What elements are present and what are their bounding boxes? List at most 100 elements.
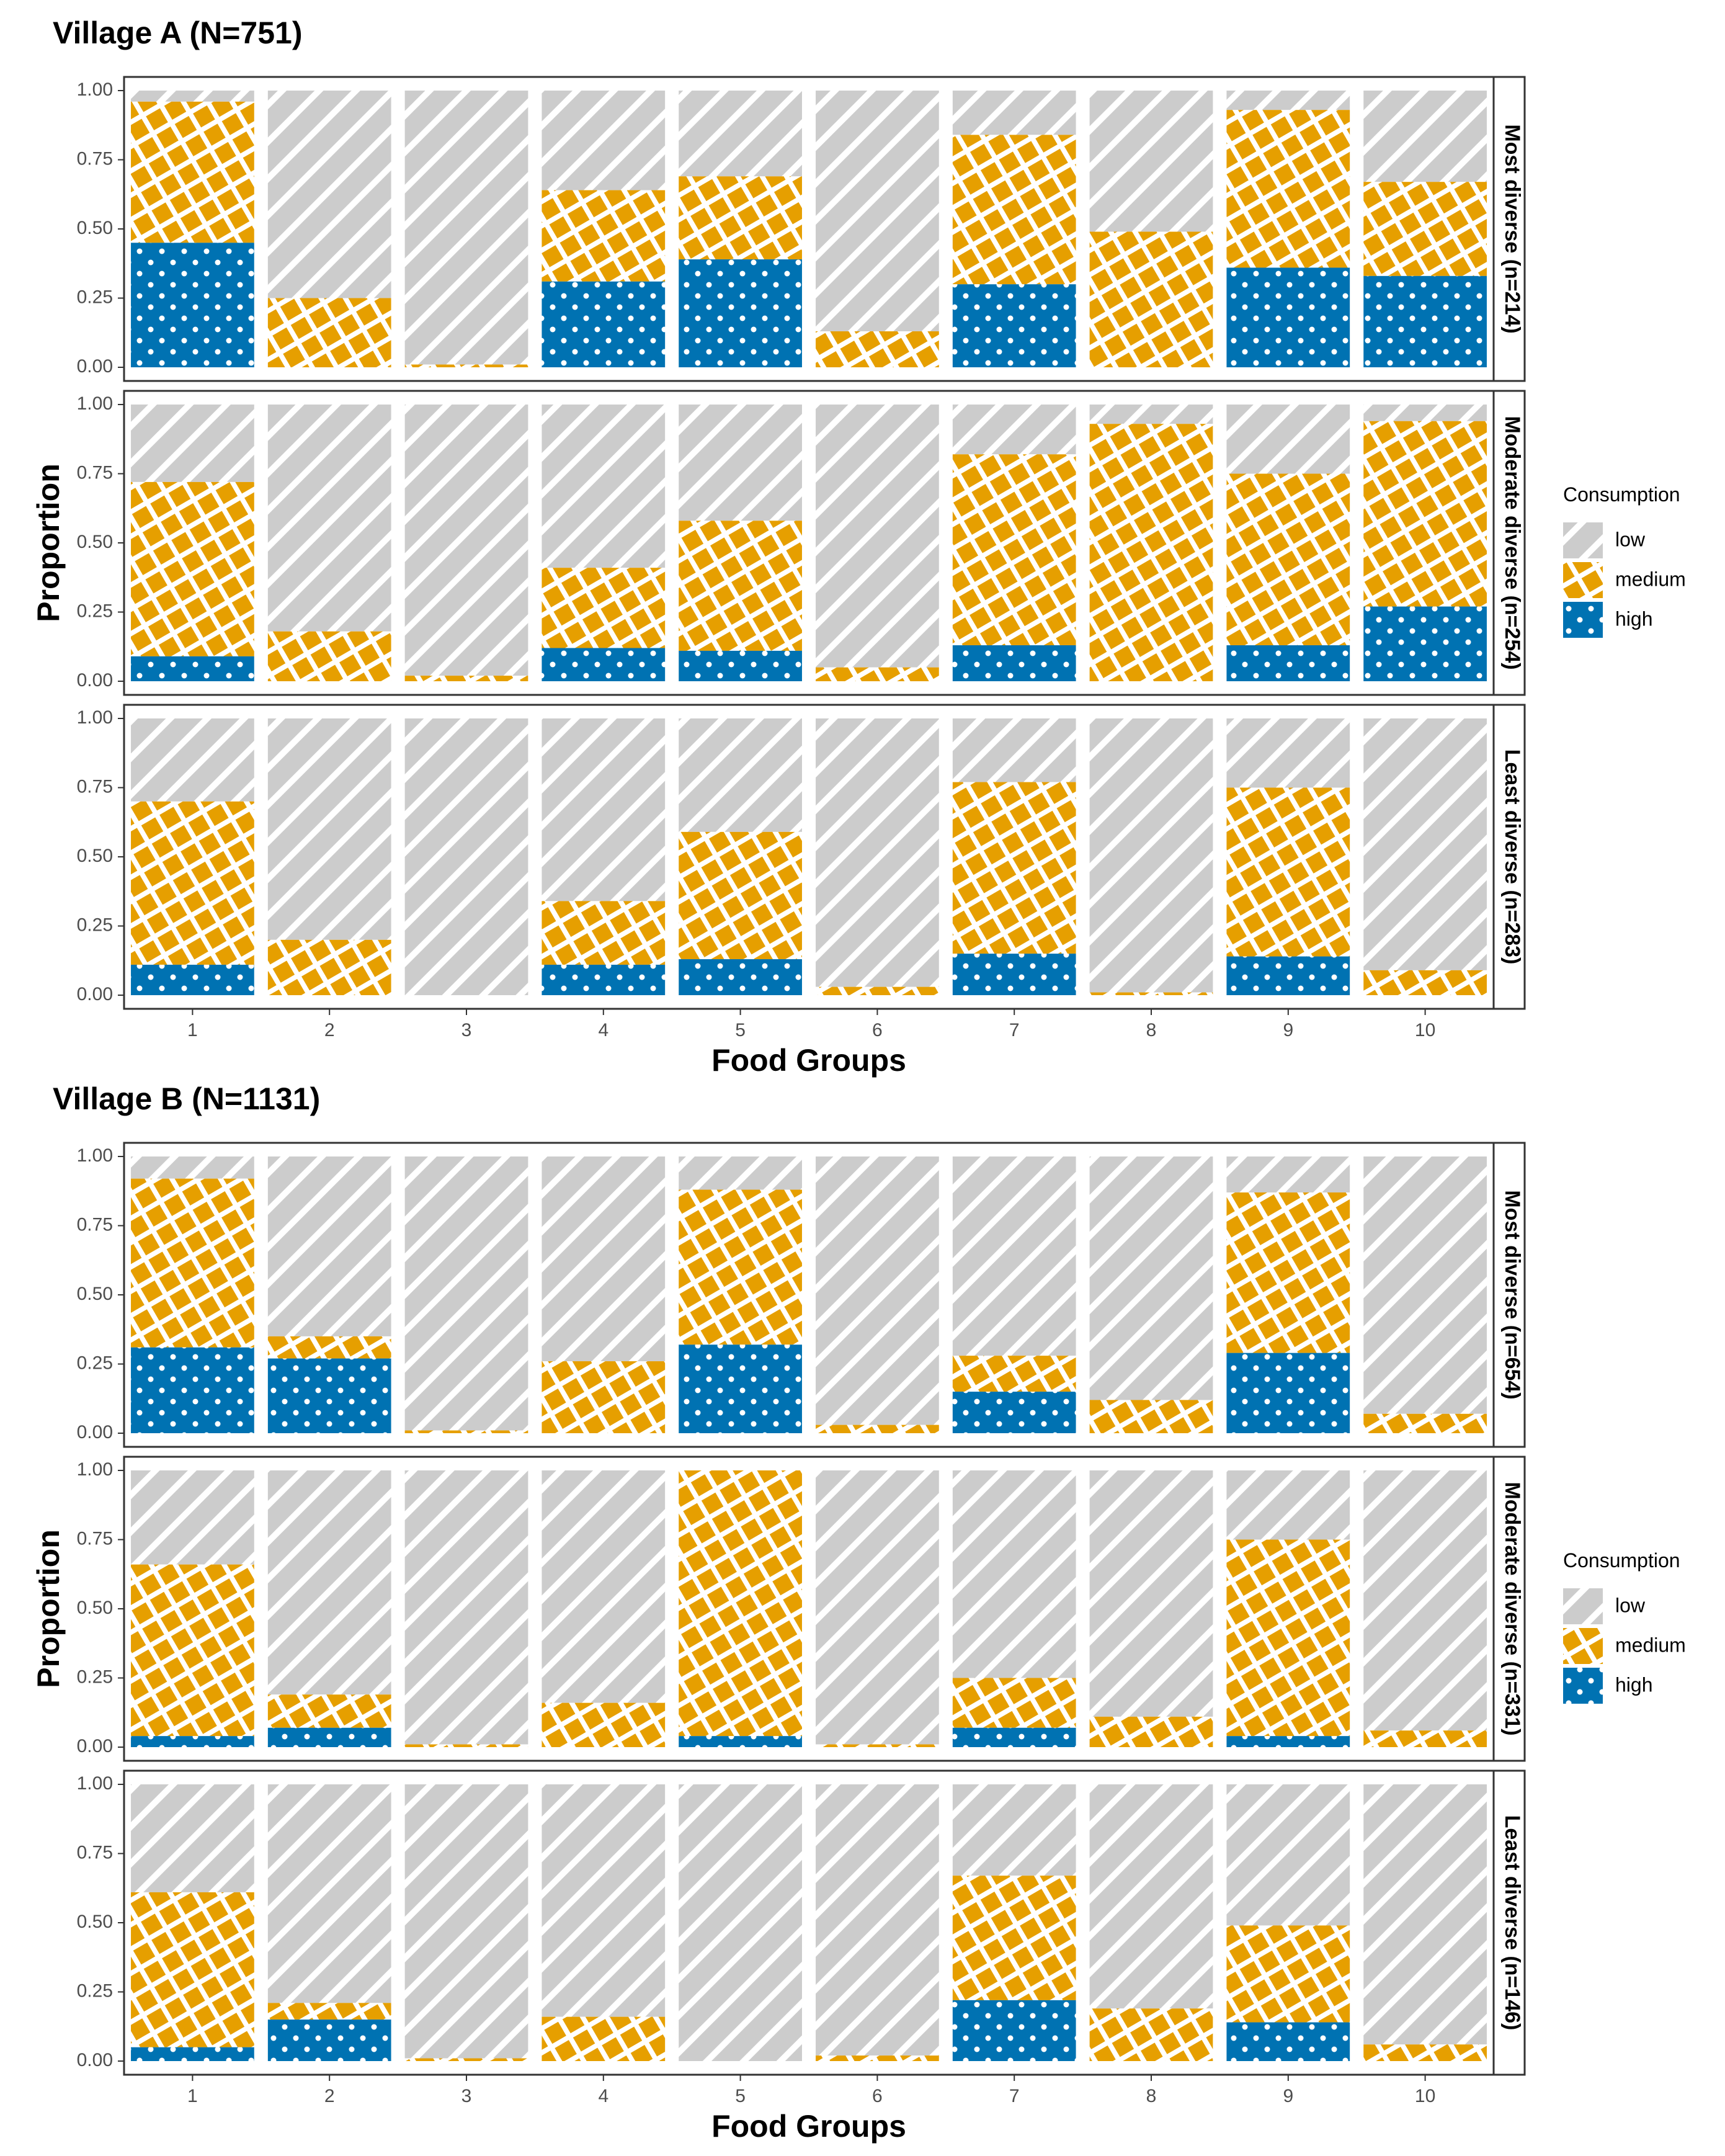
strip-box [1492, 1142, 1526, 1448]
bar-low-9 [1226, 91, 1350, 110]
bar-low-2 [267, 1784, 391, 2003]
bar-high-7 [952, 1727, 1076, 1747]
x-tick-label: 4 [598, 1020, 608, 1040]
bar-high-1 [131, 656, 254, 681]
y-tick-label: 0.50 [77, 218, 113, 238]
bar-medium-8 [1089, 992, 1213, 995]
x-tick-label: 9 [1283, 2086, 1293, 2106]
bar-medium-5 [679, 1189, 802, 1345]
bar-high-5 [679, 959, 802, 995]
y-tick-label: 0.00 [77, 984, 113, 1004]
strip-label: Moderate diverse (n=331) [1500, 1482, 1524, 1735]
bar-high-10 [1363, 606, 1487, 681]
bar-medium-2 [267, 1336, 391, 1359]
facet-panel-2: Moderate diverse (n=331) 0.00 0.25 0.50 0.75… [77, 1456, 1526, 1762]
bar-medium-9 [1226, 787, 1350, 957]
bar-low-8 [1089, 718, 1213, 993]
bar-low-6 [816, 1470, 939, 1745]
bar-low-6 [816, 718, 939, 987]
y-tick-label: 0.75 [77, 148, 113, 169]
bar-high-9 [1226, 1353, 1350, 1433]
bar-medium-7 [952, 454, 1076, 646]
bar-medium-2 [267, 2003, 391, 2020]
x-tick-label: 2 [324, 2086, 335, 2106]
bar-high-4 [542, 281, 666, 367]
chart-block-2: Village B (N=1131) Most diverse (n=654) 0.… [31, 1081, 1686, 2144]
y-tick-label: 1.00 [77, 1459, 113, 1480]
bar-medium-10 [1363, 1730, 1487, 1747]
bar-low-2 [267, 1156, 391, 1336]
bar-medium-6 [816, 331, 939, 367]
y-tick-label: 0.00 [77, 2050, 113, 2070]
x-tick-label: 8 [1146, 2086, 1157, 2106]
y-tick-label: 0.50 [77, 532, 113, 552]
y-tick-label: 0.25 [77, 1353, 113, 1373]
legend-swatch-low [1563, 522, 1603, 558]
y-tick-label: 0.75 [77, 776, 113, 797]
x-axis-title: Food Groups [711, 2109, 906, 2144]
bar-medium-3 [404, 2058, 528, 2061]
bar-medium-4 [542, 190, 666, 282]
y-tick-label: 1.00 [77, 79, 113, 100]
x-tick-label: 2 [324, 1020, 335, 1040]
bar-medium-9 [1226, 473, 1350, 646]
bar-medium-8 [1089, 2008, 1213, 2061]
y-tick-label: 0.25 [77, 601, 113, 621]
bar-high-5 [679, 259, 802, 367]
strip-box [1492, 76, 1526, 382]
bar-medium-1 [131, 481, 254, 656]
bar-medium-8 [1089, 1716, 1213, 1747]
legend-label-low: low [1615, 1594, 1646, 1616]
bar-medium-10 [1363, 421, 1487, 607]
legend-label-high: high [1615, 1673, 1653, 1696]
bar-medium-9 [1226, 110, 1350, 268]
legend-swatch-high [1563, 1668, 1603, 1704]
y-tick-label: 0.50 [77, 1284, 113, 1304]
bar-medium-3 [404, 1744, 528, 1747]
bar-low-3 [404, 718, 528, 995]
bar-high-1 [131, 1347, 254, 1433]
bar-low-1 [131, 405, 254, 482]
bar-low-2 [267, 1470, 391, 1695]
bar-low-1 [131, 1156, 254, 1179]
legend-swatch-low [1563, 1588, 1603, 1624]
bar-medium-9 [1226, 1192, 1350, 1353]
bar-medium-6 [816, 667, 939, 681]
bar-medium-1 [131, 1564, 254, 1737]
strip-label: Most diverse (n=654) [1500, 1190, 1524, 1399]
x-tick-label: 7 [1009, 2086, 1020, 2106]
legend-label-medium: medium [1615, 568, 1686, 590]
bar-low-1 [131, 718, 254, 802]
y-tick-label: 1.00 [77, 707, 113, 728]
strip-label: Moderate diverse (n=254) [1500, 416, 1524, 669]
legend-swatch-medium [1563, 562, 1603, 598]
bar-medium-1 [131, 1178, 254, 1348]
bar-high-7 [952, 1392, 1076, 1433]
bar-medium-3 [404, 676, 528, 681]
y-tick-label: 0.25 [77, 915, 113, 935]
y-tick-label: 0.50 [77, 846, 113, 866]
y-tick-label: 0.75 [77, 1528, 113, 1549]
y-tick-label: 0.00 [77, 1736, 113, 1756]
bar-high-1 [131, 2047, 254, 2061]
bar-low-7 [952, 405, 1076, 455]
bar-medium-10 [1363, 2044, 1487, 2061]
bar-medium-2 [267, 1694, 391, 1728]
bar-low-10 [1363, 1470, 1487, 1731]
y-tick-label: 0.00 [77, 1422, 113, 1443]
bar-medium-8 [1089, 1400, 1213, 1433]
bar-medium-3 [404, 1430, 528, 1433]
bar-low-8 [1089, 1156, 1213, 1400]
bar-high-9 [1226, 1736, 1350, 1747]
bar-medium-5 [679, 1470, 802, 1737]
bar-medium-10 [1363, 182, 1487, 276]
bar-low-9 [1226, 1156, 1350, 1192]
x-tick-label: 8 [1146, 1020, 1157, 1040]
legend-title: Consumption [1563, 1549, 1680, 1572]
chart-block-1: Village A (N=751) Most diverse (n=214) 0.0… [31, 16, 1686, 1078]
bar-medium-1 [131, 101, 254, 243]
bar-low-5 [679, 1156, 802, 1190]
strip-box [1492, 1456, 1526, 1762]
bar-medium-1 [131, 801, 254, 965]
bar-high-4 [542, 648, 666, 681]
